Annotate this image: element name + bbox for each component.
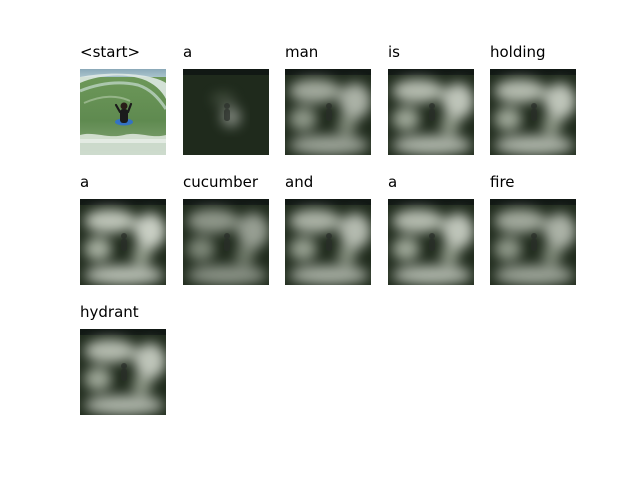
frame-image [285,199,371,285]
attention-map [183,199,269,285]
attention-map [490,69,576,155]
frame-image [490,69,576,155]
frame-word: a [80,173,90,191]
frame-word: fire [490,173,515,191]
attention-map [183,69,269,155]
attention-map [285,69,371,155]
frame-image [80,69,166,155]
frame-image [80,199,166,285]
frame-image [80,329,166,415]
frame-word: and [285,173,314,191]
frame-word: <start> [80,43,141,61]
surf-photo [80,69,166,155]
frame-image [183,199,269,285]
frame-word: holding [490,43,546,61]
attention-map [388,69,474,155]
attention-map [80,199,166,285]
frame-word: a [183,43,193,61]
attention-map [388,199,474,285]
frame-word: cucumber [183,173,259,191]
frame-image [490,199,576,285]
attention-map [80,329,166,415]
frame-image [388,69,474,155]
frame-image [183,69,269,155]
frame-image [285,69,371,155]
attention-map [285,199,371,285]
frame-word: hydrant [80,303,139,321]
frame-image [388,199,474,285]
frame-word: is [388,43,400,61]
attention-map [490,199,576,285]
frame-word: man [285,43,319,61]
frame-word: a [388,173,398,191]
